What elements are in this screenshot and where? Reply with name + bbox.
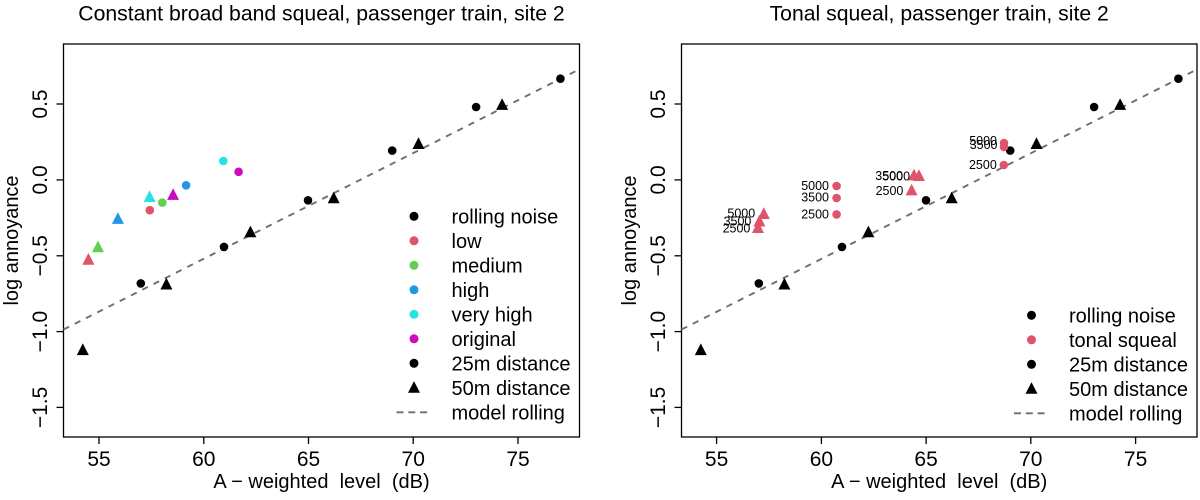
svg-text:0.5: 0.5 — [647, 89, 670, 118]
svg-text:50m distance: 50m distance — [452, 378, 571, 400]
svg-text:2500: 2500 — [801, 208, 829, 222]
svg-text:log annoyance: log annoyance — [619, 175, 641, 305]
svg-text:−1.0: −1.0 — [647, 311, 670, 352]
svg-text:25m distance: 25m distance — [452, 353, 571, 375]
svg-text:low: low — [452, 231, 483, 253]
svg-text:very high: very high — [452, 304, 533, 326]
svg-text:−1.5: −1.5 — [647, 387, 670, 428]
svg-text:original: original — [452, 329, 516, 351]
svg-text:55: 55 — [87, 448, 110, 471]
svg-text:55: 55 — [705, 448, 728, 471]
svg-text:−1.5: −1.5 — [29, 387, 52, 428]
svg-text:model rolling: model rolling — [452, 402, 565, 424]
svg-text:high: high — [452, 280, 490, 302]
svg-text:2500: 2500 — [876, 184, 904, 198]
svg-text:50m distance: 50m distance — [1069, 379, 1188, 401]
svg-text:A − weighted level (dB): A − weighted level (dB) — [213, 471, 429, 493]
svg-text:5000: 5000 — [801, 179, 829, 193]
svg-text:medium: medium — [452, 255, 523, 277]
svg-text:5000: 5000 — [882, 170, 910, 184]
svg-text:70: 70 — [1019, 448, 1042, 471]
svg-text:model rolling: model rolling — [1069, 403, 1182, 425]
svg-text:5000: 5000 — [727, 207, 755, 221]
svg-text:75: 75 — [506, 448, 529, 471]
svg-text:A − weighted level (dB): A − weighted level (dB) — [831, 471, 1047, 493]
svg-text:3500: 3500 — [801, 191, 829, 205]
svg-text:0.5: 0.5 — [29, 89, 52, 118]
svg-text:5000: 5000 — [969, 134, 997, 148]
svg-text:−0.5: −0.5 — [647, 235, 670, 276]
svg-text:60: 60 — [810, 448, 833, 471]
svg-text:−0.5: −0.5 — [29, 235, 52, 276]
svg-text:2500: 2500 — [723, 221, 751, 235]
svg-text:Constant broad band squeal, pa: Constant broad band squeal, passenger tr… — [78, 3, 564, 26]
svg-text:2500: 2500 — [969, 158, 997, 172]
svg-text:25m distance: 25m distance — [1069, 354, 1188, 376]
svg-text:log annoyance: log annoyance — [1, 175, 23, 305]
svg-text:−1.0: −1.0 — [29, 311, 52, 352]
svg-text:rolling noise: rolling noise — [452, 206, 559, 228]
svg-text:rolling noise: rolling noise — [1069, 305, 1176, 327]
svg-text:60: 60 — [192, 448, 215, 471]
svg-text:65: 65 — [297, 448, 320, 471]
svg-text:Tonal squeal, passenger train,: Tonal squeal, passenger train, site 2 — [770, 3, 1109, 26]
svg-text:3500: 3500 — [970, 138, 998, 152]
svg-text:3500: 3500 — [724, 214, 752, 228]
svg-text:tonal squeal: tonal squeal — [1069, 330, 1177, 352]
svg-text:75: 75 — [1124, 448, 1147, 471]
svg-text:70: 70 — [402, 448, 425, 471]
svg-text:0.0: 0.0 — [647, 165, 670, 194]
svg-text:0.0: 0.0 — [29, 165, 52, 194]
svg-text:3500: 3500 — [875, 169, 903, 183]
svg-text:65: 65 — [914, 448, 937, 471]
